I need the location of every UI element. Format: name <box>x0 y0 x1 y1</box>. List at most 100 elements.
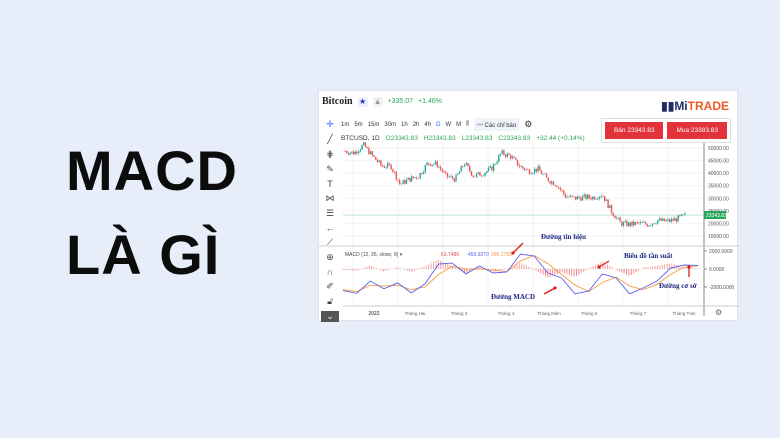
change-value: +32.44 (+0.14%) <box>536 135 585 142</box>
histogram-bar <box>668 263 670 269</box>
candle <box>530 173 532 175</box>
buy-button[interactable]: Mua 23383.83 <box>667 122 727 139</box>
candle <box>404 180 406 184</box>
bell-icon[interactable]: ▲ <box>372 96 383 107</box>
candle <box>638 222 640 224</box>
candle <box>503 150 505 155</box>
symbol-label[interactable]: BTCUSD, 1D <box>341 135 380 142</box>
macd-line <box>342 253 699 295</box>
candle <box>363 142 365 146</box>
candle <box>586 194 589 199</box>
zoom-icon[interactable]: ⊕ <box>326 252 334 262</box>
annotation-baseline: Đường cơ sở <box>659 282 697 290</box>
sell-button[interactable]: Bán 23343.83 <box>604 122 664 139</box>
interval-30m[interactable]: 30m <box>384 121 397 128</box>
candle <box>426 162 428 166</box>
interval-D[interactable]: D <box>436 121 441 128</box>
annotation-macd_line: Đường MACD <box>491 293 535 301</box>
histogram-bar <box>606 264 608 269</box>
candle <box>585 194 587 199</box>
interval-4h[interactable]: 4h <box>424 121 432 128</box>
histogram-bar <box>361 268 363 269</box>
candle <box>448 176 450 178</box>
histogram-bar <box>349 269 351 271</box>
histogram-bar <box>504 269 506 270</box>
histogram-bar <box>692 268 694 269</box>
candle <box>412 176 415 178</box>
chart-canvas[interactable]: 50000.00 45000.00 40000.00 35000.00 30000.00… <box>319 91 739 322</box>
candle <box>533 168 536 173</box>
histogram-bar <box>626 269 628 275</box>
interval-M[interactable]: M <box>456 121 462 128</box>
histogram-bar <box>404 269 406 270</box>
brush-icon[interactable]: ✎ <box>326 164 334 174</box>
magnet-icon[interactable]: ∩ <box>326 267 334 277</box>
arrow-head <box>597 265 601 269</box>
histogram-bar <box>411 269 413 272</box>
candle <box>603 196 606 201</box>
arrow-head <box>687 265 691 269</box>
candle <box>439 166 442 170</box>
candle <box>557 187 560 188</box>
candle <box>491 166 493 171</box>
measure-icon[interactable]: ☰ <box>325 208 335 218</box>
histogram-bar <box>659 265 661 269</box>
low-value: L23343.83 <box>461 135 493 142</box>
histogram-bar <box>535 269 537 271</box>
histogram-bar <box>475 267 477 269</box>
candle <box>667 219 669 221</box>
interval-1m[interactable]: 1m <box>341 121 350 128</box>
ruler-icon[interactable]: ⟋ <box>326 237 334 247</box>
settings-icon[interactable]: ⚙ <box>715 308 722 317</box>
candle <box>397 179 399 181</box>
histogram-bar <box>392 268 394 269</box>
interval-5m[interactable]: 5m <box>354 121 363 128</box>
interval-W[interactable]: W <box>445 121 452 128</box>
candle <box>615 217 618 219</box>
candle <box>436 161 438 167</box>
candle <box>376 159 379 162</box>
candle <box>540 170 543 175</box>
lock-draw-icon[interactable]: ✐ <box>326 281 334 291</box>
high-value: H23343.83 <box>423 135 456 142</box>
price-tick: 15000.00 <box>708 234 729 240</box>
candle <box>677 215 679 222</box>
interval-1h[interactable]: 1h <box>401 121 408 128</box>
settings-icon[interactable]: ⚙ <box>524 119 533 129</box>
candle-type-icon[interactable]: ⫼ <box>466 121 469 127</box>
text-icon[interactable]: T <box>327 179 333 189</box>
histogram-bar <box>468 269 470 272</box>
trend-line-icon[interactable]: ╱ <box>327 134 333 144</box>
interval-15m[interactable]: 15m <box>367 121 380 128</box>
candle <box>390 164 392 170</box>
candle <box>653 223 655 225</box>
pattern-icon[interactable]: ⋈ <box>325 193 335 203</box>
candle <box>619 217 621 222</box>
lock-icon[interactable]: 🔓︎ <box>327 296 333 306</box>
histogram-bar <box>368 265 370 269</box>
crosshair-icon[interactable]: ✛ <box>326 119 334 129</box>
histogram-bar <box>444 262 446 269</box>
candle <box>480 175 483 177</box>
candle <box>474 176 476 178</box>
indicators-button[interactable]: 〰 Các chỉ báo <box>473 118 520 131</box>
histogram-bar <box>623 269 625 274</box>
fib-icon[interactable]: ⋕ <box>326 149 334 159</box>
histogram-bar <box>590 267 592 269</box>
interval-2h[interactable]: 2h <box>412 121 420 128</box>
time-tick: Tháng Hai <box>405 311 426 316</box>
candle <box>381 165 384 167</box>
star-icon[interactable]: ★ <box>357 96 368 107</box>
chevron-down-icon[interactable]: ⌄ <box>321 311 339 322</box>
candle <box>393 171 396 173</box>
histogram-bar <box>356 269 358 271</box>
histogram-bar <box>397 267 399 269</box>
back-arrow-icon[interactable]: ← <box>325 223 335 233</box>
candle <box>429 164 432 166</box>
headline-line1: MACD <box>66 139 238 202</box>
price-tick: 20000.00 <box>708 221 729 227</box>
candle <box>434 161 437 165</box>
candle <box>511 156 514 159</box>
histogram-bar <box>664 264 666 269</box>
histogram-bar <box>363 267 365 269</box>
